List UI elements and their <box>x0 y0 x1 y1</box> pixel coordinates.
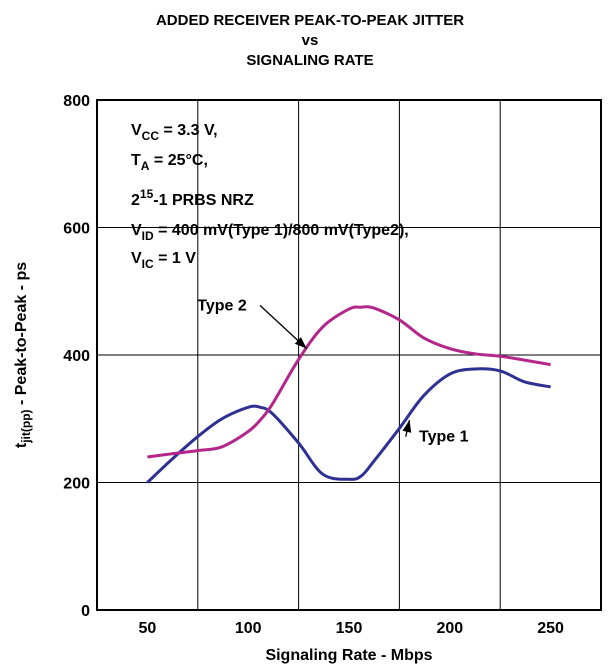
x-tick-label-50: 50 <box>139 620 157 637</box>
condition-vcc: VCC = 3.3 V, <box>131 122 218 143</box>
y-tick-label-400: 400 <box>63 348 90 365</box>
x-tick-label-200: 200 <box>436 620 463 637</box>
series-line-type-2 <box>147 305 551 459</box>
x-axis-label: Signaling Rate - Mbps <box>265 647 432 664</box>
label-type-1: Type 1 <box>419 429 469 446</box>
y-axis-label-sub: jit(pp) <box>19 409 33 443</box>
y-tick-label-200: 200 <box>63 476 90 493</box>
x-tick-label-100: 100 <box>235 620 262 637</box>
x-tick-labels: 50 100 150 200 250 <box>139 620 565 637</box>
label-type-2: Type 2 <box>197 297 247 314</box>
grid-lines <box>97 100 601 610</box>
condition-vid: VID = 400 mV(Type 1)/800 mV(Type2), <box>131 222 409 243</box>
chart-title: ADDED RECEIVER PEAK-TO-PEAK JITTER vs SI… <box>156 12 464 69</box>
title-line-3: SIGNALING RATE <box>246 52 373 69</box>
condition-ta: TA = 25°C, <box>131 152 208 173</box>
series-line-type-1 <box>146 367 551 484</box>
y-tick-labels: 0 200 400 600 800 <box>63 93 90 620</box>
condition-prbs: 215-1 PRBS NRZ <box>131 187 254 209</box>
y-tick-label-0: 0 <box>81 603 90 620</box>
y-axis-label: tjit(pp) - Peak-to-Peak - ps <box>13 262 33 448</box>
y-tick-label-600: 600 <box>63 221 90 238</box>
series-lines <box>146 305 551 484</box>
title-line-2: vs <box>302 32 319 49</box>
title-line-1: ADDED RECEIVER PEAK-TO-PEAK JITTER <box>156 12 464 29</box>
plot-frame <box>96 99 602 611</box>
series-arrows <box>259 304 412 437</box>
y-axis-label-rest: - Peak-to-Peak - ps <box>13 262 30 410</box>
arrow-head-type-2 <box>294 337 307 349</box>
y-tick-label-800: 800 <box>63 93 90 110</box>
condition-vic: VIC = 1 V <box>131 250 196 271</box>
y-axis-label-main: t <box>13 442 30 448</box>
x-tick-label-150: 150 <box>336 620 363 637</box>
x-tick-label-250: 250 <box>537 620 564 637</box>
arrow-head-type-1 <box>402 420 412 433</box>
series-labels: Type 2 Type 1 <box>197 297 468 445</box>
test-conditions: VCC = 3.3 V, TA = 25°C, 215-1 PRBS NRZ VID … <box>131 122 409 271</box>
